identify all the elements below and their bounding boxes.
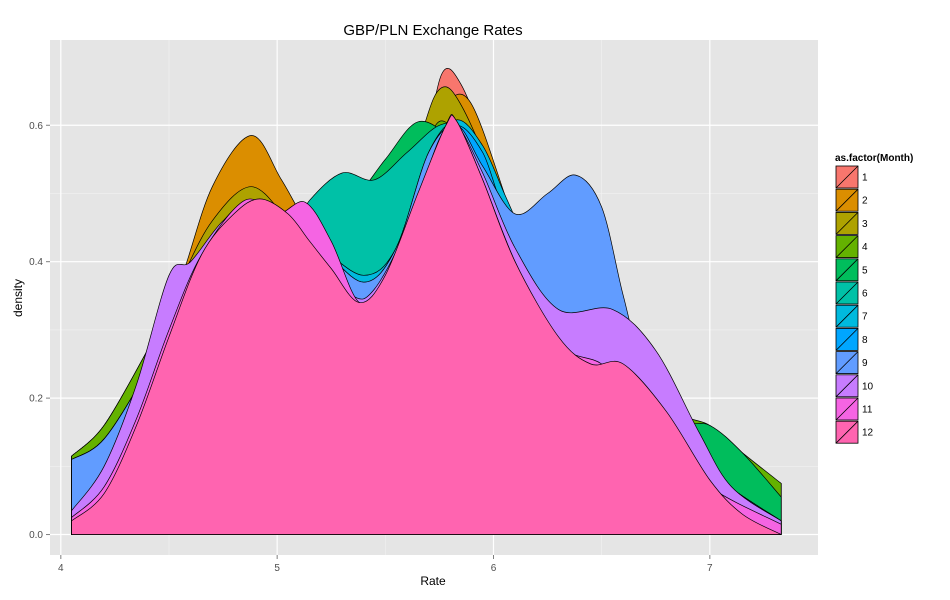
x-tick-label: 5	[274, 563, 280, 574]
legend-item-2: 2	[835, 188, 868, 212]
legend-item-3: 3	[835, 211, 868, 235]
y-axis-ticks: 0.0 0.2 0.4 0.6	[29, 121, 50, 541]
legend-item-6: 6	[835, 281, 868, 305]
y-tick-label: 0.6	[29, 121, 43, 132]
legend-label: 5	[862, 265, 868, 276]
legend-item-10: 10	[835, 374, 874, 398]
y-axis-title: density	[11, 279, 25, 317]
legend-key-slash	[835, 188, 859, 212]
legend-label: 12	[862, 428, 874, 439]
y-tick-label: 0.2	[29, 394, 43, 405]
density-areas	[71, 68, 782, 535]
x-axis-ticks: 4 5 6 7	[58, 555, 713, 574]
x-tick-label: 4	[58, 563, 64, 574]
legend-label: 3	[862, 219, 868, 230]
legend-key-slash	[835, 235, 859, 258]
legend-item-7: 7	[835, 304, 868, 328]
legend-item-9: 9	[835, 351, 868, 375]
legend-item-12: 12	[835, 420, 874, 444]
legend-key-slash	[835, 258, 859, 282]
x-tick-label: 7	[707, 563, 713, 574]
density-area-month-12	[71, 114, 782, 535]
legend-label: 6	[862, 289, 868, 300]
legend-label: 1	[862, 173, 868, 184]
legend-key-slash	[835, 397, 859, 421]
legend-label: 11	[862, 405, 873, 416]
legend-label: 10	[862, 381, 874, 392]
legend-label: 2	[862, 196, 868, 207]
legend-key-slash	[835, 212, 859, 235]
legend-label: 4	[862, 242, 868, 253]
legend-item-4: 4	[835, 235, 868, 259]
legend-key-slash	[835, 420, 859, 444]
legend-key-slash	[835, 281, 859, 305]
legend-item-8: 8	[835, 327, 868, 351]
legend-key-slash	[835, 304, 859, 328]
legend-label: 7	[862, 312, 868, 323]
y-tick-label: 0.0	[29, 530, 43, 541]
legend-key-slash	[835, 374, 859, 398]
legend-label: 8	[862, 335, 868, 346]
legend-item-5: 5	[835, 258, 868, 282]
x-tick-label: 6	[491, 563, 497, 574]
legend-item-1: 1	[835, 165, 868, 189]
legend-title: as.factor(Month)	[835, 153, 913, 164]
legend-label: 9	[862, 358, 868, 369]
x-axis-title: Rate	[420, 574, 446, 588]
y-tick-label: 0.4	[29, 257, 43, 268]
legend-item-11: 11	[835, 397, 873, 421]
chart-title: GBP/PLN Exchange Rates	[343, 22, 522, 39]
legend-key-slash	[835, 165, 859, 189]
legend-key-slash	[835, 351, 859, 374]
legend-key-slash	[835, 328, 859, 351]
